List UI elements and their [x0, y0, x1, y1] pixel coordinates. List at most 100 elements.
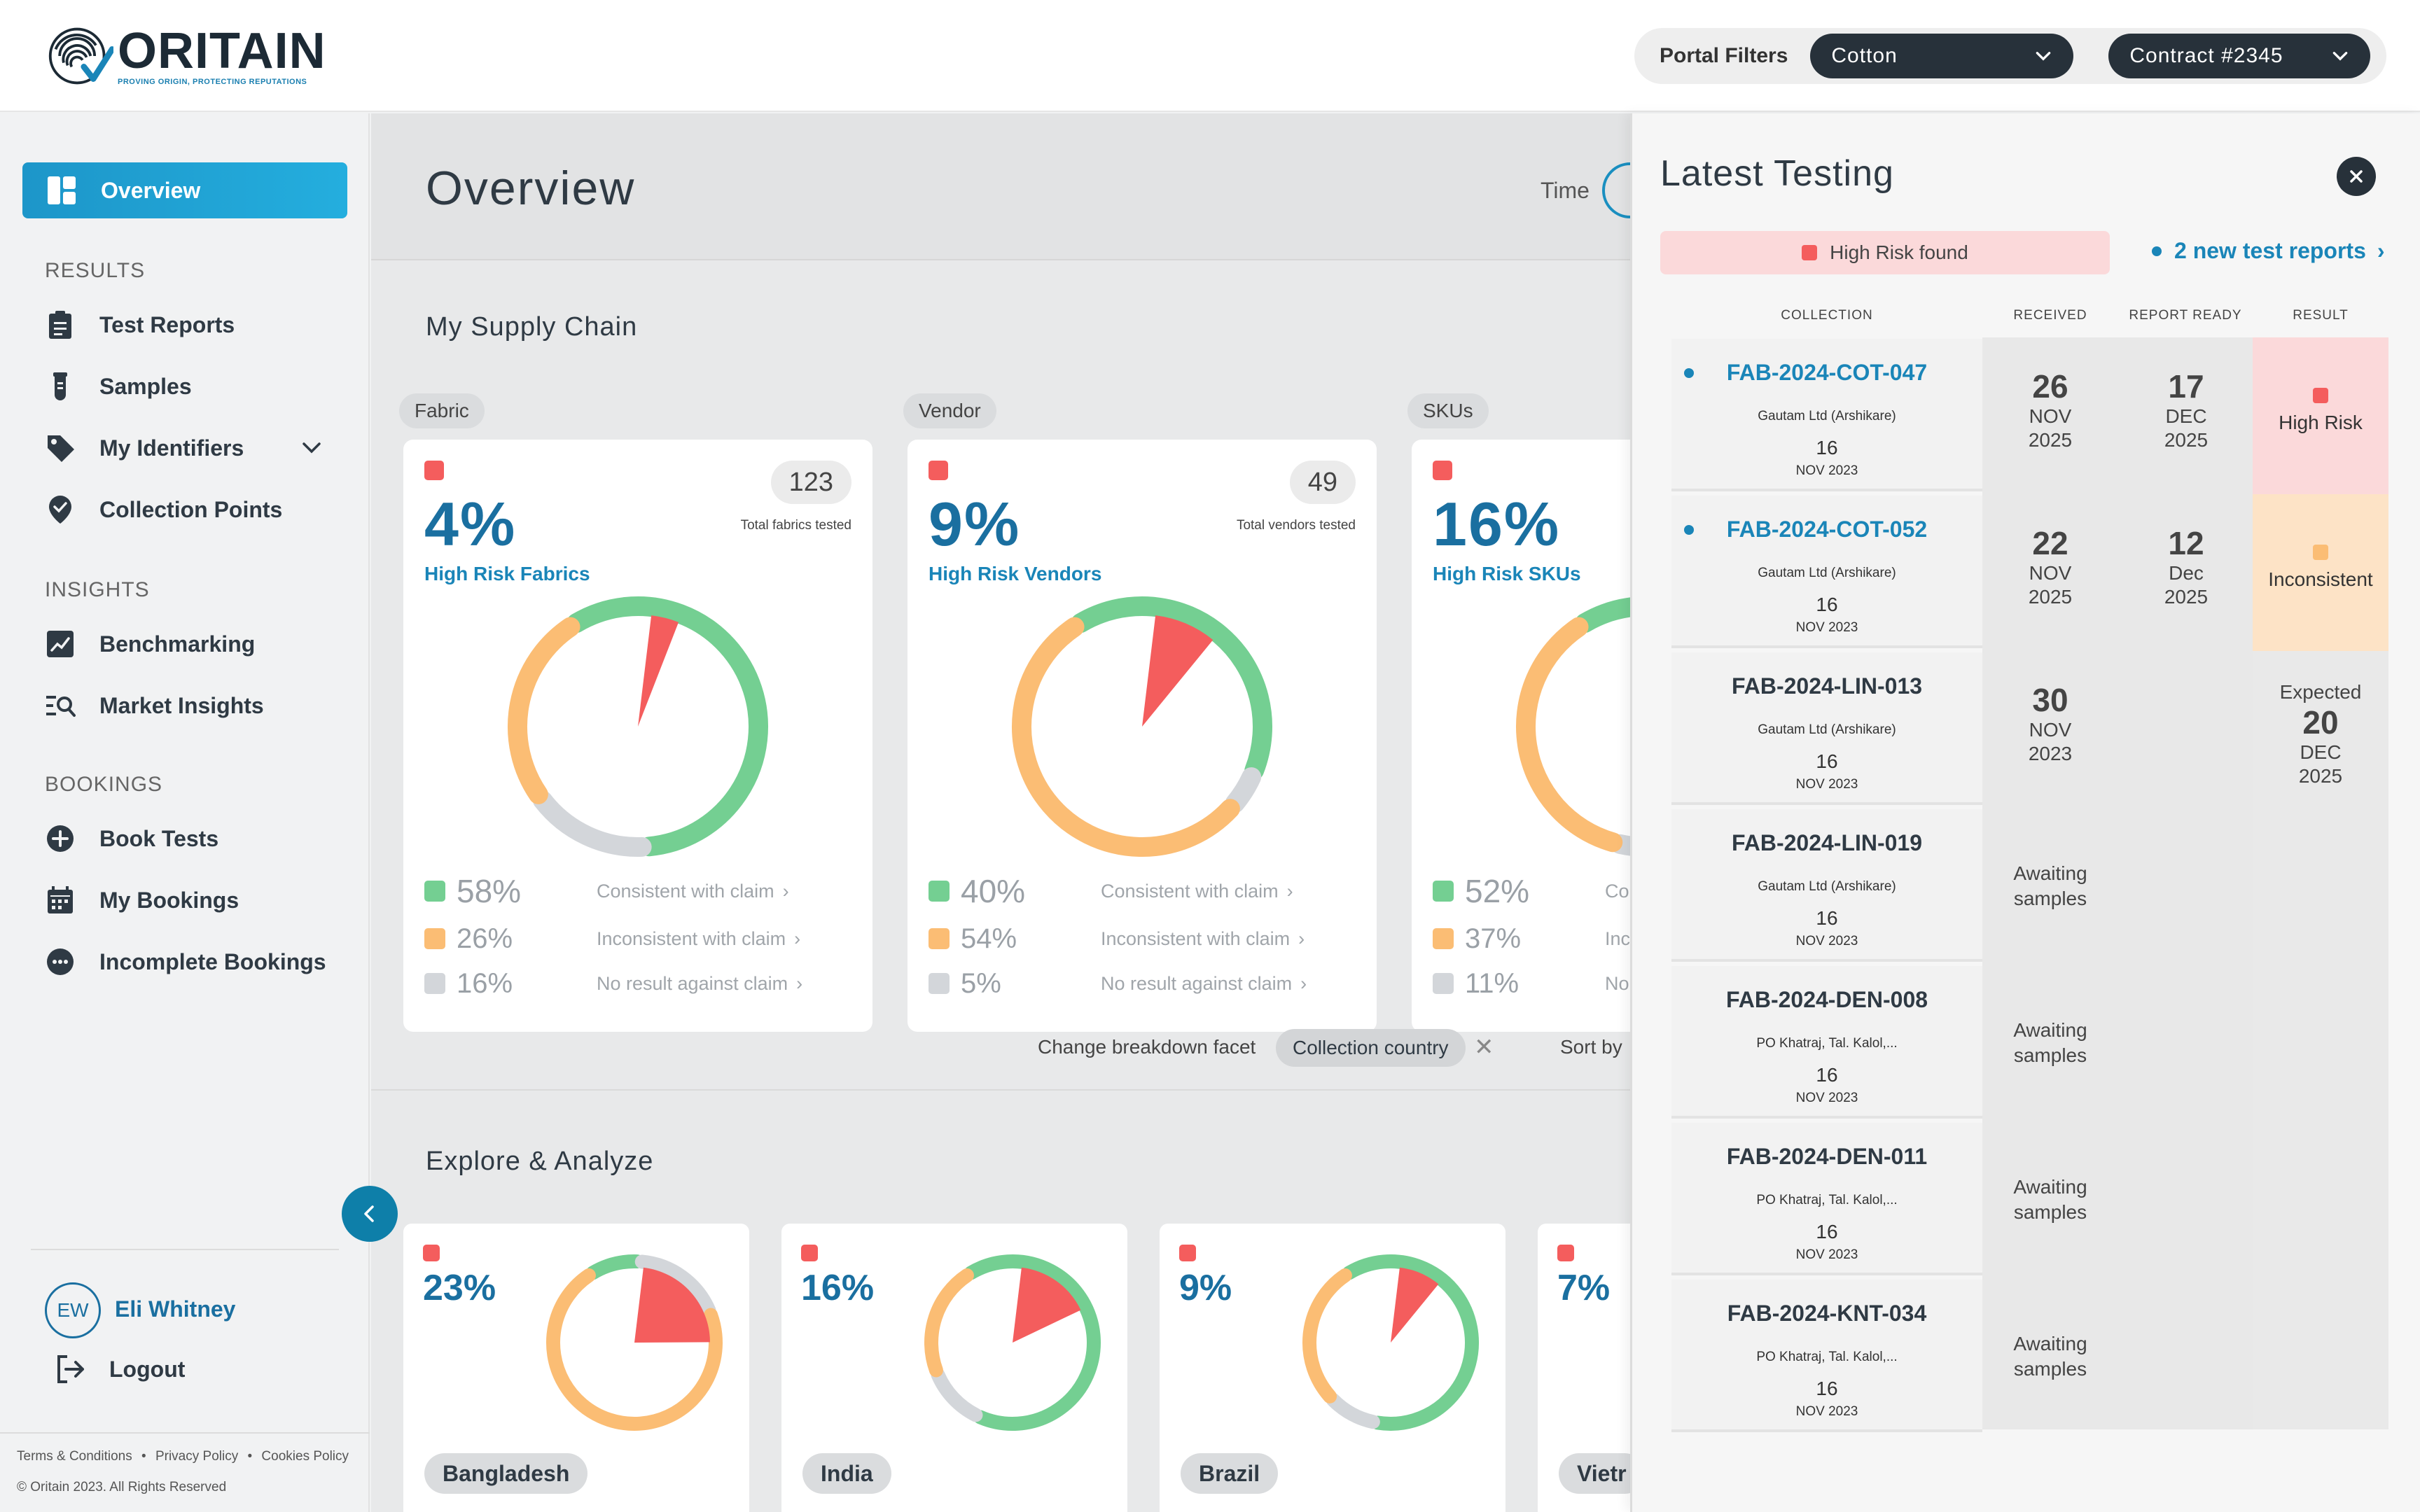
skus-risk-card[interactable]: 16% High Risk SKUs 52% Con 37% Inco 11% No … — [1412, 440, 1632, 1032]
table-row[interactable]: FAB-2024-LIN-013 Gautam Ltd (Arshikare) 16… — [1671, 652, 1982, 805]
collection-day: 16 — [1816, 594, 1838, 615]
chevron-down-icon[interactable] — [301, 440, 322, 456]
legend-no-result[interactable]: 16% No result against claim › — [424, 966, 851, 1001]
legend-swatch — [1433, 928, 1454, 949]
collection-id[interactable]: FAB-2024-LIN-019 — [1731, 830, 1923, 855]
legend-consistent[interactable]: 58% Consistent with claim › — [424, 873, 851, 909]
sidebar-item-book-tests[interactable]: Book Tests — [45, 818, 339, 860]
legend-consistent[interactable]: 40% Consistent with claim › — [929, 873, 1356, 909]
country-high-risk-wedge — [634, 1267, 710, 1343]
collapse-sidebar-button[interactable] — [342, 1186, 398, 1242]
vendor-name: Gautam Ltd (Arshikare) — [1758, 409, 1896, 424]
explore-title: Explore & Analyze — [426, 1147, 654, 1176]
country-card[interactable]: 16% India — [781, 1224, 1127, 1512]
awaiting-samples-status: Awaiting samples — [2013, 1176, 2087, 1223]
sort-by-label[interactable]: Sort by — [1560, 1036, 1622, 1058]
new-report-dot — [1684, 525, 1694, 535]
collection-month: NOV 2023 — [1795, 1404, 1858, 1419]
country-label: Bangladesh — [424, 1453, 588, 1494]
legend-consistent[interactable]: 52% Con — [1433, 873, 1632, 909]
collection-id[interactable]: FAB-2024-KNT-034 — [1727, 1301, 1927, 1326]
new-dot — [2152, 246, 2162, 256]
user-name[interactable]: Eli Whitney — [115, 1296, 236, 1322]
location-check-icon — [45, 494, 76, 525]
close-icon[interactable]: ✕ — [1474, 1034, 1494, 1060]
donut-segment-consistent — [1575, 597, 1632, 634]
cookies-link[interactable]: Cookies Policy — [261, 1449, 349, 1464]
time-filter-label: Time — [1541, 178, 1590, 203]
sidebar-item-overview[interactable]: Overview — [22, 162, 347, 218]
sidebar-item-market-insights[interactable]: Market Insights — [45, 685, 339, 727]
column-header-result[interactable]: RESULT — [2293, 308, 2349, 323]
sidebar-item-label: Samples — [99, 373, 192, 399]
oritain-logo[interactable]: ORITAIN PROVING ORIGIN, PROTECTING REPUT… — [46, 21, 326, 91]
collection-id[interactable]: FAB-2024-DEN-008 — [1725, 987, 1928, 1012]
date-year: 2025 — [2164, 429, 2209, 451]
legend-no-result[interactable]: 11% No r — [1433, 966, 1632, 1001]
country-donut-chart — [1302, 1254, 1479, 1431]
sidebar-item-my-identifiers[interactable]: My Identifiers — [45, 427, 339, 469]
legend-text: Inco — [1605, 927, 1632, 949]
collection-id[interactable]: FAB-2024-DEN-011 — [1726, 1144, 1928, 1169]
close-panel-button[interactable] — [2337, 157, 2376, 196]
donut-segment-consistent — [1071, 596, 1272, 780]
collection-day: 16 — [1816, 1221, 1838, 1242]
time-filter-select[interactable] — [1602, 162, 1632, 218]
sidebar: Overview RESULTS Test Reports Samples My… — [0, 113, 370, 1512]
donut-segment-inconsistent — [546, 1268, 723, 1431]
country-card[interactable]: 9% Brazil — [1160, 1224, 1505, 1512]
avatar[interactable]: EW — [45, 1282, 101, 1338]
card-high-risk-wedge — [1142, 615, 1214, 727]
date-day: 17 — [2168, 368, 2204, 405]
logout-icon — [57, 1355, 84, 1383]
sidebar-item-my-bookings[interactable]: My Bookings — [45, 879, 339, 921]
collection-month: NOV 2023 — [1795, 934, 1858, 948]
donut-segment-no-result — [634, 1254, 716, 1318]
high-risk-marker — [1433, 461, 1452, 480]
country-label: Brazil — [1181, 1453, 1279, 1494]
table-row[interactable]: FAB-2024-DEN-008 PO Khatraj, Tal. Kalol,.… — [1671, 966, 1982, 1119]
sidebar-item-collection-points[interactable]: Collection Points — [45, 489, 339, 531]
more-circle-icon — [45, 946, 76, 977]
table-row[interactable]: FAB-2024-COT-052 Gautam Ltd (Arshikare) 16… — [1671, 496, 1982, 648]
column-header-received[interactable]: RECEIVED — [2013, 308, 2087, 323]
vendor-risk-card[interactable]: 49 Total vendors tested 9% High Risk Ven… — [908, 440, 1377, 1032]
privacy-link[interactable]: Privacy Policy — [155, 1449, 239, 1464]
fabric-risk-card[interactable]: 123 Total fabrics tested 4% High Risk Fa… — [403, 440, 872, 1032]
table-row[interactable]: FAB-2024-LIN-019 Gautam Ltd (Arshikare) 16… — [1671, 809, 1982, 962]
sidebar-item-incomplete-bookings[interactable]: Incomplete Bookings — [45, 941, 339, 983]
collection-id[interactable]: FAB-2024-COT-052 — [1726, 517, 1928, 542]
donut-segment-no-result — [1610, 834, 1632, 856]
legend-inconsistent[interactable]: 26% Inconsistent with claim › — [424, 921, 851, 956]
material-select[interactable]: Cotton — [1810, 34, 2074, 78]
dashboard-icon — [46, 175, 77, 206]
collection-id[interactable]: FAB-2024-LIN-013 — [1731, 673, 1923, 699]
legend-swatch — [929, 928, 950, 949]
legend-inconsistent[interactable]: 54% Inconsistent with claim › — [929, 921, 1356, 956]
sidebar-item-label: Incomplete Bookings — [99, 948, 326, 974]
country-card[interactable]: 23% Bangladesh — [403, 1224, 749, 1512]
new-test-reports-link[interactable]: 2 new test reports › — [2152, 238, 2385, 264]
legend-inconsistent[interactable]: 37% Inco — [1433, 921, 1632, 956]
table-row[interactable]: FAB-2024-DEN-011 PO Khatraj, Tal. Kalol,.… — [1671, 1123, 1982, 1275]
collection-id[interactable]: FAB-2024-COT-047 — [1726, 360, 1928, 385]
logout-button[interactable]: Logout — [55, 1354, 185, 1385]
sidebar-item-benchmarking[interactable]: Benchmarking — [45, 623, 339, 665]
collection-month: NOV 2023 — [1795, 777, 1858, 792]
panel-title: Latest Testing — [1660, 153, 1894, 194]
sidebar-item-test-reports[interactable]: Test Reports — [45, 304, 339, 346]
sidebar-item-samples[interactable]: Samples — [45, 365, 339, 407]
facet-chip[interactable]: Collection country — [1276, 1029, 1466, 1067]
column-header-report-ready[interactable]: REPORT READY — [2129, 308, 2242, 323]
column-header-collection[interactable]: COLLECTION — [1781, 308, 1873, 323]
clipboard-icon — [45, 309, 76, 340]
table-row[interactable]: FAB-2024-COT-047 Gautam Ltd (Arshikare) 16… — [1671, 339, 1982, 491]
brand-name: ORITAIN — [118, 23, 326, 79]
contract-select[interactable]: Contract #2345 — [2108, 34, 2371, 78]
received-date: 22 NOV 2025 — [1982, 525, 2118, 609]
table-row[interactable]: FAB-2024-KNT-034 PO Khatraj, Tal. Kalol,.… — [1671, 1280, 1982, 1432]
terms-link[interactable]: Terms & Conditions — [17, 1449, 132, 1464]
legend-no-result[interactable]: 5% No result against claim › — [929, 966, 1356, 1001]
country-card[interactable]: 7% Vietr — [1538, 1224, 1632, 1512]
high-risk-filter[interactable]: High Risk found — [1660, 231, 2110, 274]
